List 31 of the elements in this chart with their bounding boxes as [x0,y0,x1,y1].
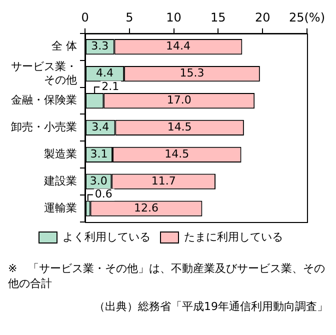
y-tick-label: 卸売・小売業 [11,120,77,134]
legend-label: たまに利用している [184,230,283,244]
data-label: 14.5 [164,148,190,160]
y-tick-label: 製造業 [44,148,77,160]
data-label: 11.7 [151,174,176,188]
data-label: 17.0 [166,94,192,107]
data-label: 3.4 [92,120,110,134]
data-label: 0.6 [94,188,112,201]
data-label: 3.3 [91,40,109,53]
data-label: 3.1 [90,148,108,160]
x-tick-label: 15 [210,10,226,24]
data-label: 15.3 [180,66,204,80]
data-label: 14.5 [167,120,192,134]
y-tick-label: 全 体 [52,40,77,53]
data-label: 3.0 [90,174,108,188]
y-tick-label: 金融・保険業 [11,94,77,107]
data-label: 2.1 [102,80,120,93]
x-tick-label: 10 [166,10,182,24]
y-tick-label: 運輸業 [44,201,77,214]
legend-label: よく利用している [62,230,150,244]
x-tick-label: 5 [126,10,134,24]
x-tick-label: 25(%) [288,10,326,24]
y-tick-label: 建設業 [43,174,77,188]
x-tick-label: 0 [81,10,89,24]
data-label: 4.4 [96,66,114,80]
data-label: 12.6 [134,201,159,214]
x-tick-label: 20 [254,10,270,24]
text: （出典）総務省「平成19年通信利用動向調査」 [93,299,328,314]
y-tick-label: サービス業・その他 [11,60,77,86]
text: ※ 「サービス業・その他」は、不動産業及びサービス業、その他の合計 [8,261,326,291]
data-label: 14.4 [166,40,190,53]
